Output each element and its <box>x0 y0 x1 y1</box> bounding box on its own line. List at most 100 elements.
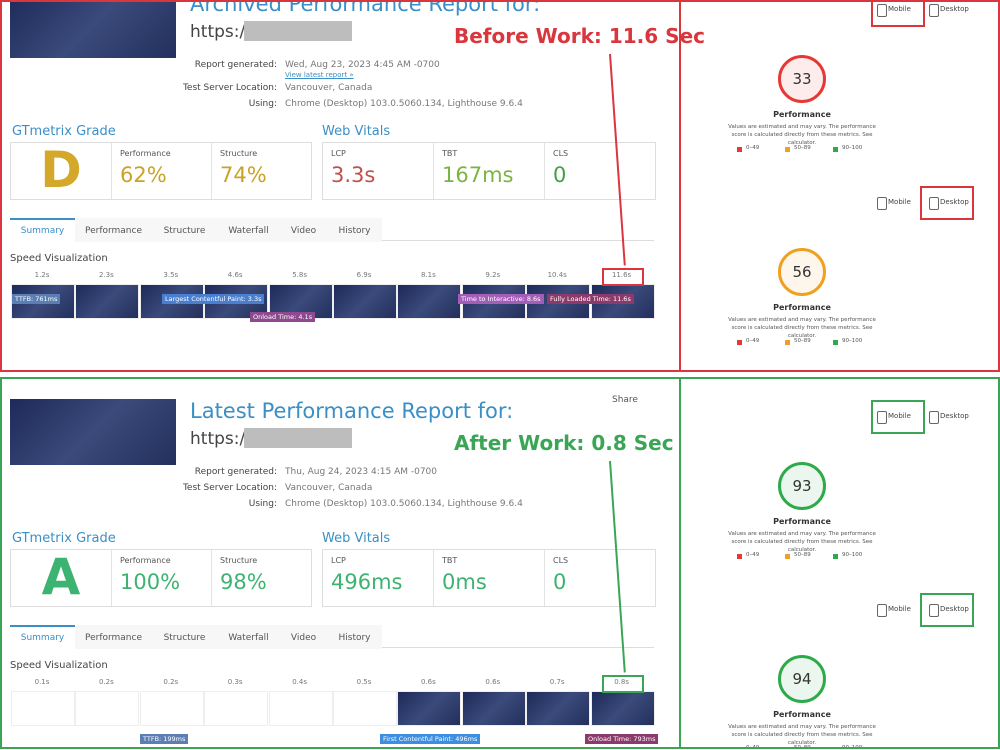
speed-title: Speed Visualization <box>10 253 108 264</box>
grade-letter: D <box>40 141 82 199</box>
frame-time: 3.5s <box>163 271 179 279</box>
tab[interactable]: Performance <box>75 625 152 649</box>
share-button[interactable]: Share <box>612 395 638 405</box>
device-toggle-label[interactable]: Mobile <box>888 605 911 613</box>
score-label: Performance <box>773 710 831 719</box>
timing-marker: Onload Time: 793ms <box>585 734 659 744</box>
divider <box>679 2 681 370</box>
frame <box>204 691 269 726</box>
tab[interactable]: Waterfall <box>217 625 280 649</box>
metric-value: 74% <box>220 163 267 187</box>
tab[interactable]: Structure <box>152 625 217 649</box>
score-circle: 33 <box>778 55 826 103</box>
frame <box>268 691 333 726</box>
tab[interactable]: History <box>327 625 382 649</box>
tab[interactable]: Structure <box>152 218 217 242</box>
frame <box>333 691 397 726</box>
legend-swatch <box>737 747 742 749</box>
legend-swatch <box>785 340 790 345</box>
legend-label: 90–100 <box>842 745 863 749</box>
tab[interactable]: History <box>327 218 382 242</box>
timing-marker: TTFB: 199ms <box>140 734 189 744</box>
tab[interactable]: Summary <box>10 218 75 242</box>
frame-time: 0.3s <box>227 678 243 686</box>
frame-time: 0.4s <box>292 678 307 686</box>
tab[interactable]: Waterfall <box>217 218 280 242</box>
device-toggle <box>877 604 887 617</box>
site-thumbnail <box>10 2 176 58</box>
frame-time: 0.2s <box>163 678 179 686</box>
legend-swatch <box>785 747 790 749</box>
device-toggle-label[interactable]: Mobile <box>888 198 911 206</box>
grade-title: GTmetrix Grade <box>12 124 116 139</box>
frame <box>75 691 140 726</box>
metric-value: 62% <box>120 163 167 187</box>
score-note: Values are estimated and may vary. The p… <box>728 724 876 746</box>
device-toggle <box>929 197 939 210</box>
info-value: Vancouver, Canada <box>285 83 373 93</box>
toggle-highlight <box>920 593 974 627</box>
divider <box>679 379 681 747</box>
device-toggle-label[interactable]: Desktop <box>940 412 969 420</box>
frame <box>461 691 526 726</box>
legend-label: 0–49 <box>746 338 760 344</box>
grade-letter: A <box>41 548 81 606</box>
device-toggle-label[interactable]: Mobile <box>888 5 911 13</box>
view-latest-link[interactable]: View latest report » <box>285 71 354 79</box>
speed-title: Speed Visualization <box>10 660 108 671</box>
vital-label: LCP <box>331 149 346 158</box>
score-circle: 94 <box>778 655 826 703</box>
vitals-box: LCP 496ms TBT 0ms CLS 0 <box>322 549 656 607</box>
device-toggle-label[interactable]: Desktop <box>940 5 969 13</box>
heading: Archived Performance Report for: <box>190 0 541 16</box>
metric-label: Structure <box>220 556 258 565</box>
heading: Latest Performance Report for: <box>190 399 514 423</box>
metric-label: Performance <box>120 556 171 565</box>
vital-value: 496ms <box>331 570 403 594</box>
url-redacted <box>244 428 352 448</box>
frame-time: 8.1s <box>421 271 436 279</box>
device-toggle <box>929 411 939 424</box>
score-label: Performance <box>773 517 831 526</box>
info-label: Test Server Location: <box>182 83 277 93</box>
legend-label: 0–49 <box>746 552 760 558</box>
timing-marker: Largest Contentful Paint: 3.3s <box>162 294 265 304</box>
vital-value: 167ms <box>442 163 514 187</box>
frame-time: 0.6s <box>421 678 436 686</box>
device-toggle-label[interactable]: Desktop <box>940 198 969 206</box>
vitals-box: LCP 3.3s TBT 167ms CLS 0 <box>322 142 656 200</box>
tab[interactable]: Summary <box>10 625 75 649</box>
info-value: Chrome (Desktop) 103.0.5060.134, Lightho… <box>285 499 523 509</box>
tab[interactable]: Performance <box>75 218 152 242</box>
frame <box>75 284 140 319</box>
legend-label: 50–89 <box>794 745 811 749</box>
vital-value: 0ms <box>442 570 487 594</box>
frame-time: 0.1s <box>34 678 50 686</box>
frame-time: 9.2s <box>485 271 501 279</box>
timing-marker: Onload Time: 4.1s <box>250 312 316 322</box>
vital-value: 0 <box>553 163 567 187</box>
timing-marker: Fully Loaded Time: 11.6s <box>547 294 634 304</box>
score-circle: 56 <box>778 248 826 296</box>
metric-label: Performance <box>120 149 171 158</box>
tab[interactable]: Video <box>280 218 327 242</box>
url: https:// <box>190 22 251 42</box>
info-value: Vancouver, Canada <box>285 483 373 493</box>
tab[interactable]: Video <box>280 625 327 649</box>
vitals-title: Web Vitals <box>322 124 391 139</box>
info-label: Report generated: <box>194 60 277 70</box>
frame-time: 0.2s <box>99 678 114 686</box>
device-toggle <box>877 197 887 210</box>
device-toggle-label[interactable]: Desktop <box>940 605 969 613</box>
score-note: Values are estimated and may vary. The p… <box>728 531 876 553</box>
legend-label: 90–100 <box>842 338 863 344</box>
device-toggle-label[interactable]: Mobile <box>888 412 911 420</box>
device-toggle <box>877 4 887 17</box>
frame <box>333 284 397 319</box>
grade-box: A Performance 100% Structure 98% <box>10 548 312 607</box>
legend-swatch <box>785 554 790 559</box>
frame-time: 5.8s <box>292 271 307 279</box>
score-note: Values are estimated and may vary. The p… <box>728 317 876 339</box>
metric-value: 98% <box>220 570 267 594</box>
